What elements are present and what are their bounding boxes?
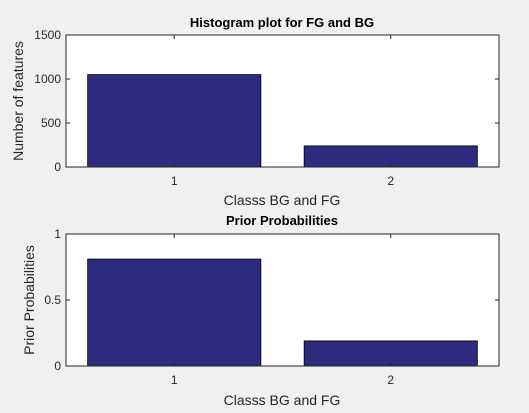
histogram-y-tick-label: 1000 [34,72,61,86]
prior-x-tick-label: 1 [171,373,178,387]
prior-y-tick-label: 0.5 [44,293,61,307]
histogram-bar-1 [87,74,262,168]
prior-x-tick-label: 2 [387,373,394,387]
prior-x-axis-label: Classs BG and FG [224,392,341,408]
histogram-y-tick-label: 1500 [34,28,61,42]
prior-bar-2 [303,340,478,367]
prior-y-tick-label: 0 [54,359,61,373]
prior-probabilities-title: Prior Probabilities [226,213,338,228]
prior-bar-1 [87,258,262,367]
histogram-y-tick-label: 0 [54,160,61,174]
prior-y-axis-label: Prior Probabilities [21,245,37,355]
prior-y-tick-label: 1 [54,227,61,241]
histogram-title: Histogram plot for FG and BG [190,15,374,30]
prior-probabilities-subplot: 0 0.5 1 1 2 Prior Probabilities Classs BG an… [21,213,500,408]
histogram-x-tick-label: 2 [387,174,394,188]
histogram-x-tick-label: 1 [171,174,178,188]
histogram-subplot: 0 500 1000 1500 1 2 Histogram plot for FG and… [10,15,500,208]
histogram-x-axis-label: Classs BG and FG [224,192,341,208]
histogram-y-tick-label: 500 [41,116,61,130]
histogram-y-axis-label: Number of features [10,41,26,161]
histogram-axes-frame [65,34,500,168]
